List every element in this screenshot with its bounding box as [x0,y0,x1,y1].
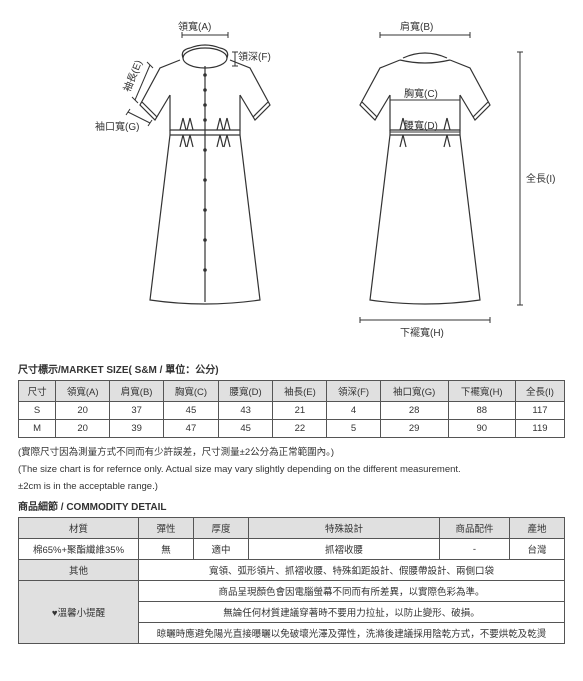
size-header: 領寬(A) [56,381,110,402]
detail-table: 材質 彈性 厚度 特殊設計 商品配件 產地 棉65%+聚酯纖維35% 無 適中 … [18,517,565,644]
size-header: 下襬寬(H) [448,381,515,402]
detail-header: 產地 [510,518,565,539]
size-header: 胸寬(C) [164,381,219,402]
size-cell: 22 [273,420,327,438]
detail-cell: 台灣 [510,539,565,560]
size-section-title: 尺寸標示/MARKET SIZE( S&M / 單位：公分) [18,361,583,376]
detail-header: 彈性 [139,518,194,539]
size-header: 尺寸 [19,381,56,402]
front-dress-view: 領寬(A) 領深(F) 袖長(E) 袖口寬(G) [120,30,310,315]
detail-label: 其他 [19,560,139,581]
size-header: 肩寬(B) [110,381,164,402]
size-cell: 45 [164,402,219,420]
detail-label: ♥溫馨小提醒 [19,581,139,644]
label-collar-depth: 領深(F) [238,48,271,63]
detail-cell: 無 [139,539,194,560]
table-row: S 20 37 45 43 21 4 28 88 117 [19,402,565,420]
size-header: 領深(F) [327,381,380,402]
size-cell: S [19,402,56,420]
size-cell: 117 [515,402,564,420]
size-cell: 119 [515,420,564,438]
label-bust: 胸寬(C) [404,85,438,100]
note-text: (實際尺寸因為測量方式不同而有少許誤差，尺寸測量±2公分為正常範圍內。) [18,444,583,458]
table-row: 材質 彈性 厚度 特殊設計 商品配件 產地 [19,518,565,539]
label-waist: 腰寬(D) [404,117,438,132]
detail-header: 特殊設計 [249,518,440,539]
detail-cell: 無論任何材質建議穿著時不要用力拉扯，以防止變形、破損。 [139,602,565,623]
size-cell: 20 [56,402,110,420]
note-text: (The size chart is for refernce only. Ac… [18,464,583,475]
detail-cell: 商品呈現顏色會因電腦螢幕不同而有所差異，以實際色彩為準。 [139,581,565,602]
size-cell: 47 [164,420,219,438]
detail-header: 商品配件 [440,518,510,539]
table-row: 其他 寬領、弧形領片、抓褶收腰、特殊釦距設計、假腰帶設計、兩側口袋 [19,560,565,581]
table-row: 棉65%+聚酯纖維35% 無 適中 抓褶收腰 - 台灣 [19,539,565,560]
label-hem-width: 下襬寬(H) [400,324,444,339]
size-cell: 43 [218,402,273,420]
size-cell: M [19,420,56,438]
detail-cell: 抓褶收腰 [249,539,440,560]
size-cell: 4 [327,402,380,420]
back-dress-view: 肩寬(B) 胸寬(C) 腰寬(D) 下襬寬(H) 全長(I) [340,30,540,340]
detail-cell: 晾曬時應避免陽光直接曝曬以免破壞光澤及彈性，洗滌後建議採用陰乾方式，不要烘乾及乾… [139,623,565,644]
size-cell: 21 [273,402,327,420]
label-shoulder-width: 肩寬(B) [400,18,433,33]
label-total-length: 全長(I) [526,170,555,185]
detail-cell: 適中 [194,539,249,560]
size-cell: 45 [218,420,273,438]
size-table: 尺寸 領寬(A) 肩寬(B) 胸寬(C) 腰寬(D) 袖長(E) 領深(F) 袖… [18,380,565,438]
detail-cell: 寬領、弧形領片、抓褶收腰、特殊釦距設計、假腰帶設計、兩側口袋 [139,560,565,581]
size-header: 腰寬(D) [218,381,273,402]
size-cell: 29 [380,420,448,438]
size-cell: 90 [448,420,515,438]
diagram-area: 領寬(A) 領深(F) 袖長(E) 袖口寬(G) [0,0,583,355]
size-cell: 20 [56,420,110,438]
size-cell: 37 [110,402,164,420]
size-cell: 39 [110,420,164,438]
detail-header: 厚度 [194,518,249,539]
table-row: ♥溫馨小提醒 商品呈現顏色會因電腦螢幕不同而有所差異，以實際色彩為準。 [19,581,565,602]
size-cell: 88 [448,402,515,420]
detail-header: 材質 [19,518,139,539]
size-header: 袖長(E) [273,381,327,402]
detail-section-title: 商品細節 / COMMODITY DETAIL [18,498,583,513]
size-cell: 5 [327,420,380,438]
table-row: 尺寸 領寬(A) 肩寬(B) 胸寬(C) 腰寬(D) 袖長(E) 領深(F) 袖… [19,381,565,402]
label-cuff-width: 袖口寬(G) [95,118,139,133]
table-row: M 20 39 47 45 22 5 29 90 119 [19,420,565,438]
detail-cell: 棉65%+聚酯纖維35% [19,539,139,560]
size-cell: 28 [380,402,448,420]
size-header: 袖口寬(G) [380,381,448,402]
label-collar-width: 領寬(A) [178,18,211,33]
note-text: ±2cm is in the acceptable range.) [18,481,583,492]
size-header: 全長(I) [515,381,564,402]
detail-cell: - [440,539,510,560]
